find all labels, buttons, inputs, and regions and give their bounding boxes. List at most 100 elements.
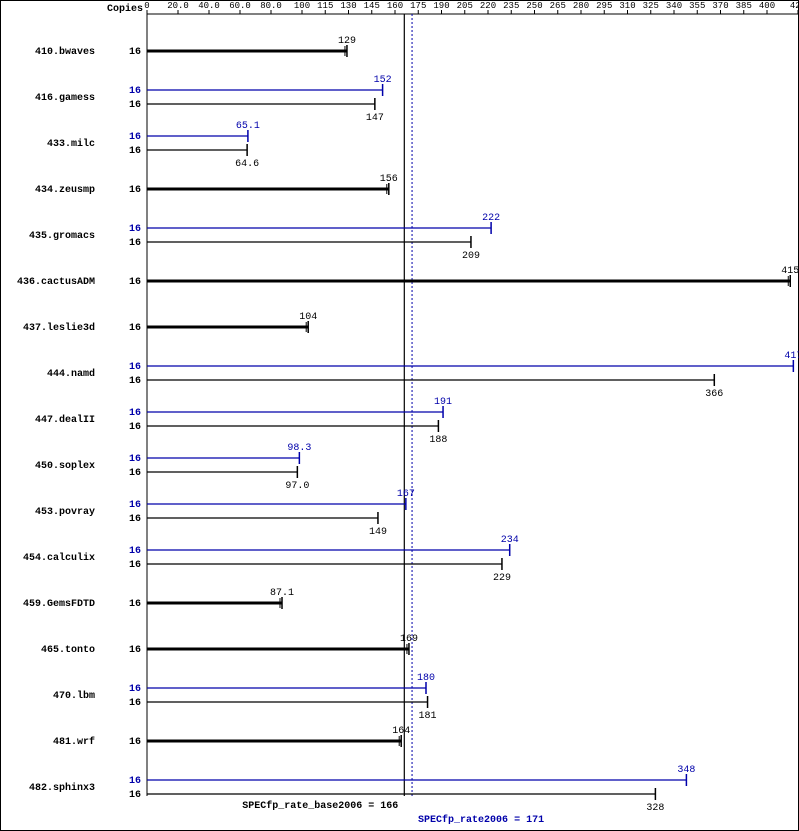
peak-copies: 16 bbox=[129, 408, 141, 419]
base-value: 97.0 bbox=[285, 481, 309, 492]
spec-rate-chart: 0 20.0 40.0 60.0 80.0 100 115 130 145 160 175 190 20… bbox=[0, 0, 799, 831]
benchmark-name: 450.soplex bbox=[35, 460, 95, 472]
x-tick-label: 160 bbox=[387, 1, 403, 11]
x-tick-label: 145 bbox=[364, 1, 380, 11]
peak-copies: 16 bbox=[129, 684, 141, 695]
baseline-label: SPECfp_rate_base2006 = 166 bbox=[242, 800, 398, 812]
benchmark-name: 453.povray bbox=[35, 507, 95, 518]
peak-value: 417 bbox=[784, 351, 799, 362]
x-tick-label: 420 bbox=[790, 1, 799, 11]
benchmark-name: 416.gamess bbox=[35, 93, 95, 104]
x-tick-label: 175 bbox=[410, 1, 426, 11]
base-value: 164 bbox=[392, 726, 410, 737]
peak-value: 65.1 bbox=[236, 121, 260, 132]
x-tick-label: 60.0 bbox=[229, 1, 251, 11]
base-copies: 16 bbox=[129, 645, 141, 656]
base-value: 129 bbox=[338, 36, 356, 47]
base-copies: 16 bbox=[129, 422, 141, 433]
peak-value: 167 bbox=[397, 489, 415, 500]
base-value: 64.6 bbox=[235, 159, 259, 170]
peak-copies: 16 bbox=[129, 362, 141, 373]
base-copies: 16 bbox=[129, 238, 141, 249]
peak-value: 234 bbox=[501, 535, 519, 546]
base-copies: 16 bbox=[129, 560, 141, 571]
x-tick-label: 340 bbox=[666, 1, 682, 11]
benchmark-name: 444.namd bbox=[47, 368, 95, 380]
x-tick-label: 205 bbox=[457, 1, 473, 11]
benchmark-name: 454.calculix bbox=[23, 552, 95, 564]
x-tick-label: 385 bbox=[736, 1, 752, 11]
base-copies: 16 bbox=[129, 514, 141, 525]
base-copies: 16 bbox=[129, 790, 141, 801]
x-tick-label: 280 bbox=[573, 1, 589, 11]
peak-copies: 16 bbox=[129, 500, 141, 511]
peak-copies: 16 bbox=[129, 86, 141, 97]
base-copies: 16 bbox=[129, 737, 141, 748]
x-tick-label: 295 bbox=[596, 1, 612, 11]
x-tick-label: 115 bbox=[317, 1, 333, 11]
base-value: 104 bbox=[299, 312, 317, 323]
base-copies: 16 bbox=[129, 698, 141, 709]
base-value: 169 bbox=[400, 634, 418, 645]
copies-header: Copies bbox=[107, 3, 143, 15]
base-copies: 16 bbox=[129, 277, 141, 288]
benchmark-name: 447.dealII bbox=[35, 414, 95, 426]
peak-copies: 16 bbox=[129, 546, 141, 557]
base-copies: 16 bbox=[129, 376, 141, 387]
benchmark-name: 434.zeusmp bbox=[35, 185, 95, 196]
base-value: 188 bbox=[429, 435, 447, 446]
benchmark-name: 482.sphinx3 bbox=[29, 782, 95, 794]
base-value: 415 bbox=[781, 266, 799, 277]
x-tick-label: 220 bbox=[480, 1, 496, 11]
x-tick-label: 0 bbox=[144, 1, 149, 11]
base-copies: 16 bbox=[129, 599, 141, 610]
base-value: 328 bbox=[646, 803, 664, 814]
benchmark-name: 435.gromacs bbox=[29, 231, 95, 242]
base-value: 147 bbox=[366, 113, 384, 124]
base-copies: 16 bbox=[129, 100, 141, 111]
benchmark-name: 410.bwaves bbox=[35, 46, 95, 58]
x-tick-label: 400 bbox=[759, 1, 775, 11]
x-tick-label: 250 bbox=[526, 1, 542, 11]
x-tick-label: 310 bbox=[619, 1, 635, 11]
peak-value: 222 bbox=[482, 213, 500, 224]
peak-value: 180 bbox=[417, 673, 435, 684]
peak-value: 191 bbox=[434, 397, 452, 408]
x-tick-label: 355 bbox=[689, 1, 705, 11]
base-value: 366 bbox=[705, 389, 723, 400]
benchmark-name: 436.cactusADM bbox=[17, 277, 95, 288]
base-value: 87.1 bbox=[270, 588, 294, 599]
base-copies: 16 bbox=[129, 185, 141, 196]
x-tick-label: 20.0 bbox=[167, 1, 189, 11]
benchmark-name: 433.milc bbox=[47, 138, 95, 150]
benchmark-name: 481.wrf bbox=[53, 736, 95, 748]
base-value: 209 bbox=[462, 251, 480, 262]
x-tick-label: 190 bbox=[433, 1, 449, 11]
peak-copies: 16 bbox=[129, 454, 141, 465]
peak-copies: 16 bbox=[129, 776, 141, 787]
benchmark-name: 459.GemsFDTD bbox=[23, 599, 95, 610]
benchmark-name: 437.leslie3d bbox=[23, 322, 95, 334]
base-copies: 16 bbox=[129, 47, 141, 58]
x-tick-label: 370 bbox=[712, 1, 728, 11]
peak-copies: 16 bbox=[129, 224, 141, 235]
peak-value: 98.3 bbox=[287, 443, 311, 454]
x-tick-label: 100 bbox=[294, 1, 310, 11]
peak-copies: 16 bbox=[129, 132, 141, 143]
x-tick-label: 265 bbox=[550, 1, 566, 11]
base-value: 156 bbox=[380, 174, 398, 185]
x-tick-label: 325 bbox=[643, 1, 659, 11]
base-copies: 16 bbox=[129, 468, 141, 479]
base-value: 181 bbox=[419, 711, 437, 722]
base-copies: 16 bbox=[129, 146, 141, 157]
peak-value: 348 bbox=[677, 765, 695, 776]
base-copies: 16 bbox=[129, 323, 141, 334]
peakline-label: SPECfp_rate2006 = 171 bbox=[418, 814, 544, 826]
benchmark-name: 470.lbm bbox=[53, 690, 95, 702]
x-tick-label: 130 bbox=[340, 1, 356, 11]
x-tick-label: 235 bbox=[503, 1, 519, 11]
x-tick-label: 40.0 bbox=[198, 1, 220, 11]
x-tick-label: 80.0 bbox=[260, 1, 282, 11]
peak-value: 152 bbox=[374, 75, 392, 86]
base-value: 229 bbox=[493, 573, 511, 584]
